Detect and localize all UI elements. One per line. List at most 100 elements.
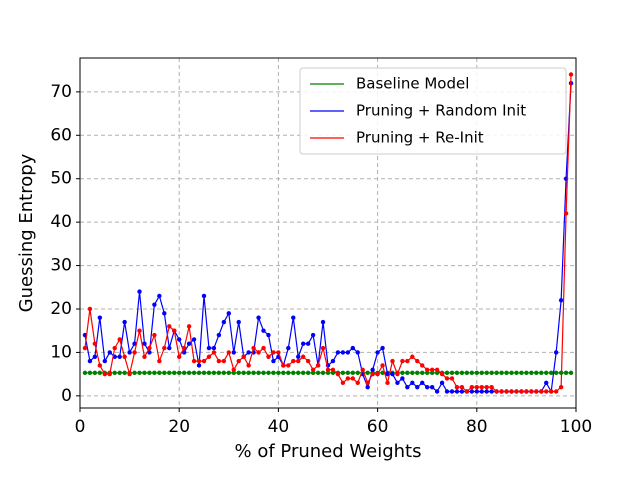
y-axis-label: Guessing Entropy — [16, 153, 37, 312]
y-tick-label: 60 — [50, 125, 72, 145]
point — [122, 319, 127, 325]
point — [425, 370, 430, 376]
point — [310, 332, 316, 338]
point — [553, 370, 559, 376]
point — [117, 354, 122, 359]
point — [315, 370, 321, 376]
point — [92, 341, 98, 346]
point — [201, 358, 207, 364]
point — [400, 358, 405, 364]
point — [296, 358, 301, 364]
point — [191, 337, 197, 342]
point — [92, 354, 98, 359]
point — [305, 370, 311, 376]
point — [251, 345, 256, 351]
point — [549, 389, 554, 394]
point — [544, 389, 549, 394]
point — [107, 350, 112, 355]
point — [147, 350, 152, 355]
point — [385, 380, 390, 386]
point — [489, 384, 494, 390]
y-tick-label: 0 — [61, 386, 72, 406]
x-tick-label: 0 — [75, 417, 86, 437]
point — [558, 384, 564, 390]
point — [147, 345, 152, 351]
point — [484, 370, 489, 376]
point — [489, 370, 494, 376]
point — [429, 384, 435, 390]
y-tick-label: 20 — [50, 299, 72, 319]
point — [177, 337, 182, 342]
point — [449, 376, 455, 381]
point — [310, 367, 316, 372]
point — [405, 358, 410, 364]
point — [365, 370, 370, 376]
point — [172, 328, 177, 333]
point — [484, 389, 489, 394]
point — [196, 358, 202, 364]
point — [449, 389, 455, 394]
point — [271, 358, 276, 364]
point — [181, 370, 187, 376]
point — [524, 389, 529, 394]
point — [410, 370, 415, 376]
y-tick-label: 50 — [50, 169, 72, 189]
point — [261, 370, 266, 376]
point — [196, 370, 202, 376]
point — [201, 293, 207, 299]
point — [459, 384, 465, 390]
point — [325, 367, 331, 372]
point — [410, 380, 415, 386]
point — [514, 389, 519, 394]
point — [157, 370, 162, 376]
point — [320, 345, 326, 351]
point — [444, 370, 450, 376]
point — [132, 341, 137, 346]
point — [162, 345, 167, 351]
point — [291, 315, 296, 320]
point — [246, 350, 251, 355]
point — [92, 370, 98, 376]
point — [142, 341, 147, 346]
point — [420, 370, 425, 376]
legend-label: Pruning + Re-Init — [356, 129, 484, 147]
y-tick-label: 40 — [50, 212, 72, 232]
point — [420, 363, 425, 368]
point — [305, 358, 311, 364]
point — [410, 354, 415, 359]
point — [301, 354, 306, 359]
point — [469, 384, 475, 390]
point — [454, 384, 460, 390]
point — [524, 370, 529, 376]
legend: Baseline Model Pruning + Random Init Pruni… — [299, 67, 567, 155]
point — [390, 371, 395, 377]
point — [261, 328, 266, 333]
point — [380, 345, 385, 351]
x-tick-label: 80 — [466, 417, 488, 437]
point — [553, 350, 559, 355]
point — [345, 350, 351, 355]
point — [216, 332, 222, 338]
point — [87, 306, 93, 312]
point — [177, 370, 182, 376]
point — [350, 345, 355, 351]
point — [385, 371, 390, 377]
point — [529, 389, 534, 394]
point — [519, 389, 524, 394]
point — [107, 371, 112, 377]
point — [345, 370, 351, 376]
point — [296, 370, 301, 376]
point — [365, 384, 370, 390]
point — [137, 328, 142, 333]
point — [186, 324, 192, 329]
point — [301, 370, 306, 376]
point — [286, 345, 291, 351]
point — [281, 370, 286, 376]
point — [266, 354, 271, 359]
point — [231, 367, 236, 372]
point — [296, 354, 301, 359]
point — [162, 370, 167, 376]
x-axis-label: % of Pruned Weights — [235, 441, 422, 462]
point — [474, 370, 479, 376]
